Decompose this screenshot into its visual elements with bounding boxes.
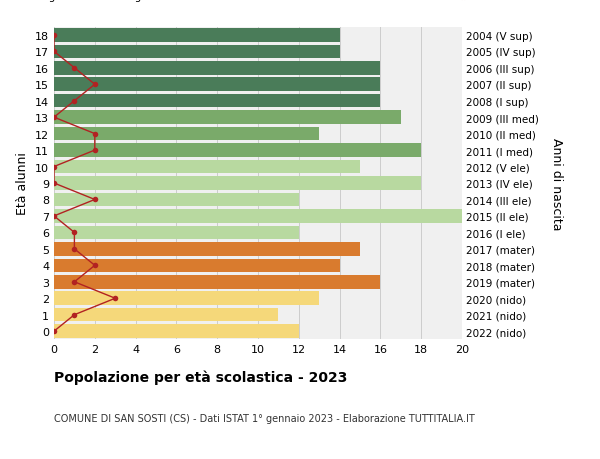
Bar	[54, 161, 360, 174]
Bar	[54, 144, 421, 157]
Bar	[54, 62, 380, 75]
Bar	[54, 210, 462, 223]
Bar	[54, 111, 401, 125]
Bar	[54, 275, 380, 289]
Bar	[54, 292, 319, 305]
Legend: Sec. II grado, Sec. I grado, Scuola Primaria, Scuola Infanzia, Asilo Nido, Stran: Sec. II grado, Sec. I grado, Scuola Prim…	[0, 0, 518, 2]
Bar	[54, 325, 299, 338]
Bar	[54, 193, 299, 207]
Y-axis label: Età alunni: Età alunni	[16, 152, 29, 215]
Bar	[54, 29, 340, 43]
Bar	[54, 226, 299, 240]
Bar	[54, 128, 319, 141]
Bar	[54, 308, 278, 322]
Y-axis label: Anni di nascita: Anni di nascita	[550, 137, 563, 230]
Text: COMUNE DI SAN SOSTI (CS) - Dati ISTAT 1° gennaio 2023 - Elaborazione TUTTITALIA.: COMUNE DI SAN SOSTI (CS) - Dati ISTAT 1°…	[54, 413, 475, 423]
Bar	[54, 95, 380, 108]
Bar	[54, 78, 380, 92]
Bar	[54, 177, 421, 190]
Bar	[54, 259, 340, 273]
Bar	[54, 45, 340, 59]
Text: Popolazione per età scolastica - 2023: Popolazione per età scolastica - 2023	[54, 369, 347, 384]
Bar	[54, 242, 360, 256]
